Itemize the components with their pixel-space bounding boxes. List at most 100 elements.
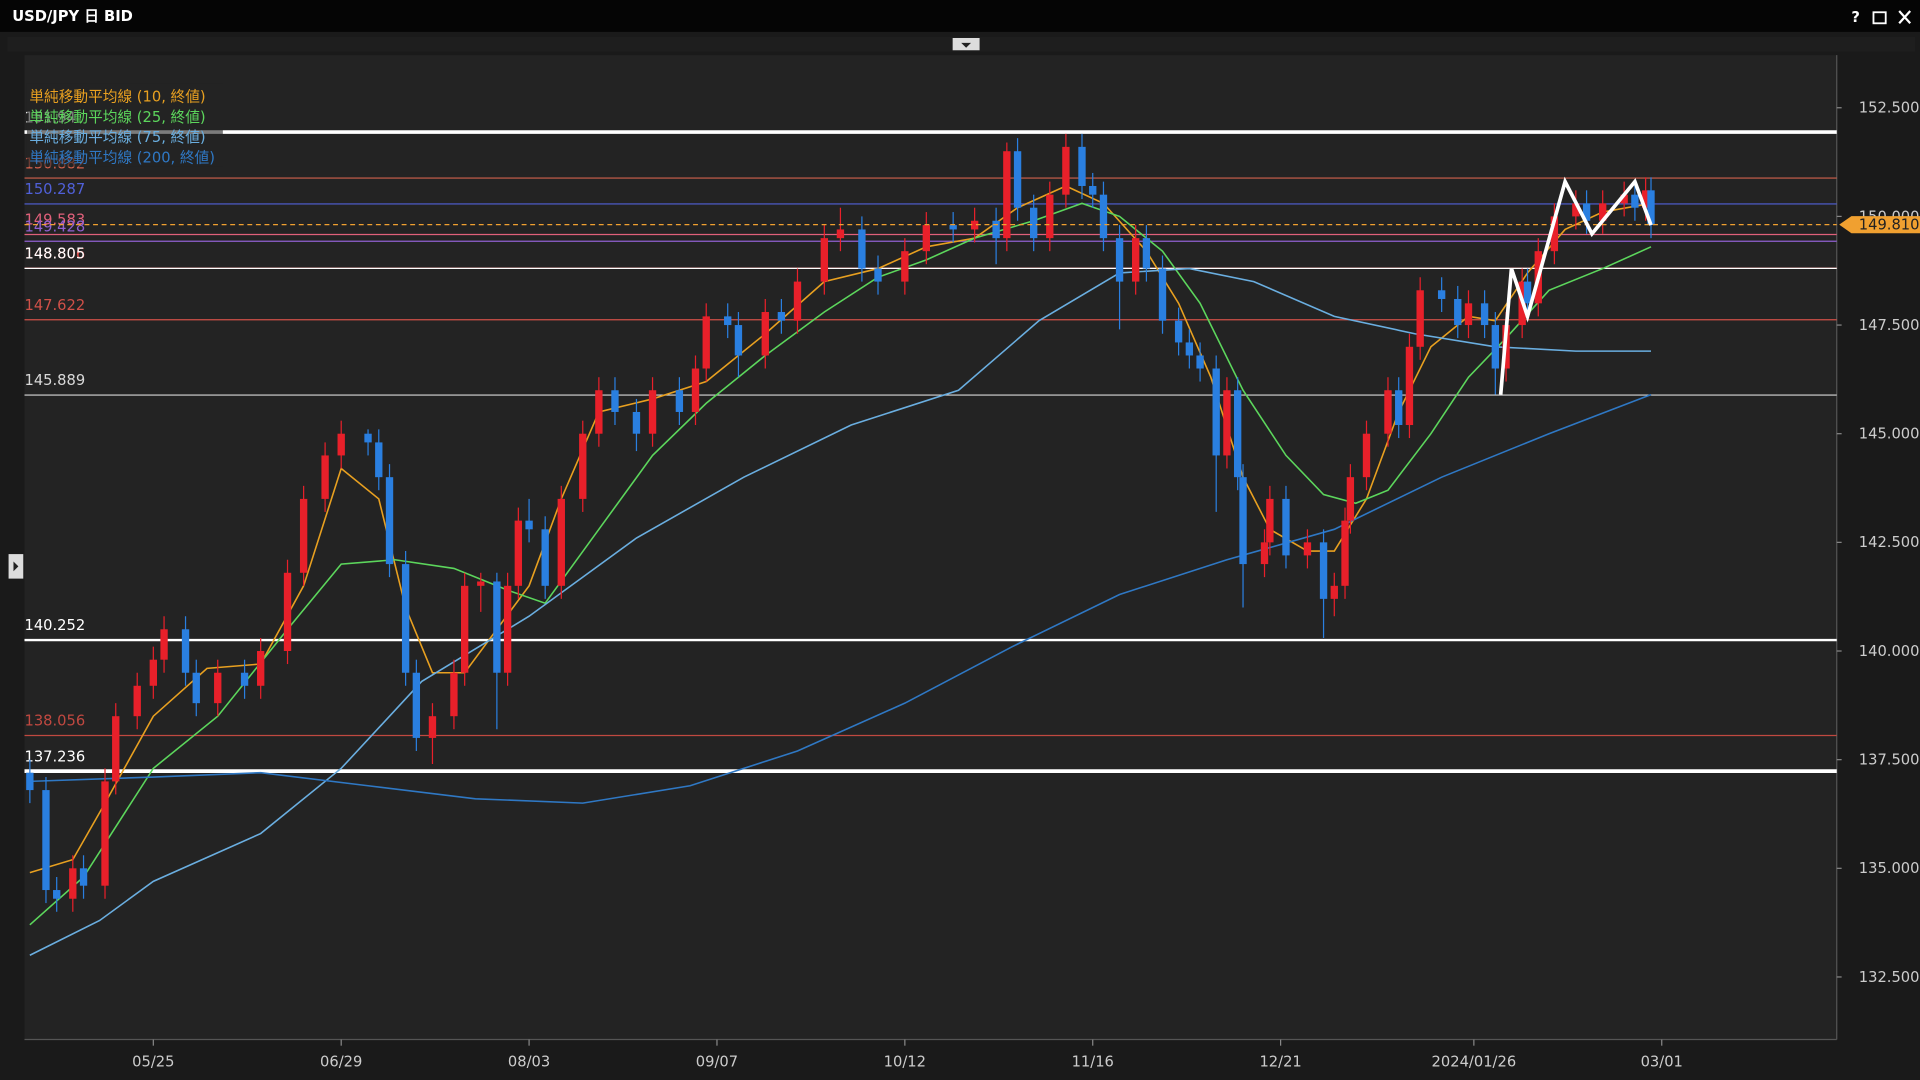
moving-average-line	[29, 202, 1652, 926]
candle-body	[477, 581, 485, 586]
annotation-line	[1498, 176, 1653, 395]
candle-body	[1341, 520, 1349, 586]
candle-body	[1239, 477, 1247, 565]
y-tick-label: 152.500	[1859, 100, 1920, 117]
x-tick-label: 05/25	[132, 1054, 174, 1071]
level-label: 140.252	[24, 617, 85, 634]
candle-body	[1233, 390, 1242, 478]
legend-background	[26, 83, 223, 167]
y-tick-label: 132.500	[1859, 969, 1920, 986]
candle-body	[579, 433, 587, 499]
candle-body	[874, 268, 882, 282]
candle-body	[1089, 185, 1097, 195]
candle-body	[1062, 146, 1070, 195]
level-label: 138.056	[24, 713, 85, 730]
candle-body	[1416, 290, 1424, 347]
candle-body	[412, 672, 421, 738]
candle-body	[69, 868, 77, 899]
candle-body	[970, 220, 979, 230]
legend-entry: 単純移動平均線 (25, 終値)	[29, 109, 205, 126]
candle-body	[240, 672, 249, 686]
candle-body	[1003, 151, 1011, 239]
candle-body	[858, 229, 866, 269]
candle-body	[283, 572, 292, 652]
y-tick-label: 145.000	[1859, 426, 1920, 443]
candle-body	[675, 390, 684, 412]
candle-body	[1099, 194, 1108, 239]
candle-body	[1480, 303, 1489, 326]
candle-body	[1115, 238, 1124, 282]
candle-body	[724, 316, 732, 326]
candle-body	[691, 368, 700, 412]
candle-body	[364, 433, 372, 443]
collapse-icon	[961, 42, 972, 48]
y-tick-label: 147.500	[1859, 317, 1920, 334]
candle-body	[1223, 390, 1231, 456]
candle-body	[761, 312, 769, 356]
x-tick-label: 2024/01/26	[1432, 1054, 1517, 1071]
x-tick-label: 03/01	[1641, 1054, 1683, 1071]
candle-body	[149, 659, 157, 686]
plot-area	[24, 55, 1837, 1040]
candle-body	[299, 498, 308, 573]
legend-entry: 単純移動平均線 (10, 終値)	[29, 89, 205, 106]
candle-body	[1078, 146, 1086, 186]
candle-body	[42, 790, 50, 891]
candle-body	[541, 529, 549, 586]
candle-body	[949, 225, 957, 230]
candle-body	[734, 325, 743, 356]
candle-body	[101, 781, 109, 886]
candle-body	[450, 672, 458, 717]
x-tick-label: 12/21	[1259, 1054, 1301, 1071]
candle-body	[611, 390, 619, 412]
candle-body	[1303, 542, 1312, 556]
candle-body	[1046, 194, 1054, 239]
candle-body	[1641, 190, 1650, 208]
candle-body	[53, 890, 61, 899]
candle-body	[1158, 268, 1167, 321]
candle-body	[992, 220, 1000, 239]
candle-body	[26, 772, 34, 791]
candle-body	[1330, 585, 1338, 599]
candle-body	[503, 585, 512, 673]
candle-body	[1212, 368, 1220, 456]
y-tick-label: 135.000	[1859, 860, 1920, 877]
candle-body	[1346, 477, 1355, 521]
chart-title: USD/JPY 日 BID	[12, 8, 133, 25]
candle-body	[557, 498, 565, 586]
candle-body	[1464, 303, 1473, 326]
candle-body	[702, 316, 710, 369]
legend-entry: 単純移動平均線 (200, 終値)	[29, 149, 215, 166]
candle-body	[514, 520, 523, 586]
maximize-button[interactable]	[1872, 11, 1887, 25]
candle-body	[1582, 203, 1591, 221]
candle-body	[214, 672, 222, 704]
candle-body	[460, 585, 469, 673]
candle-body	[133, 685, 141, 717]
y-tick-label: 137.500	[1859, 752, 1920, 769]
candle-body	[1647, 190, 1655, 226]
candle-body	[1550, 216, 1559, 252]
candle-body	[525, 520, 533, 530]
level-label: 148.805	[24, 246, 85, 263]
y-tick-label: 140.000	[1859, 643, 1920, 660]
candle-body	[648, 390, 657, 434]
close-button[interactable]	[1898, 10, 1912, 25]
candle-body	[1572, 203, 1580, 217]
current-price-tag	[1839, 216, 1920, 234]
candle-body	[1620, 194, 1628, 204]
candle-body	[385, 477, 394, 565]
candle-body	[112, 716, 120, 782]
candle-body	[836, 229, 845, 239]
level-label: 148.806	[24, 245, 85, 262]
candle-body	[595, 390, 603, 434]
candle-body	[1599, 203, 1607, 221]
help-button[interactable]: ?	[1851, 9, 1860, 26]
candle-body	[181, 629, 190, 673]
candle-body	[257, 651, 265, 686]
candle-body	[1185, 342, 1194, 356]
candle-body	[1131, 238, 1140, 282]
candle-body	[1523, 281, 1532, 304]
